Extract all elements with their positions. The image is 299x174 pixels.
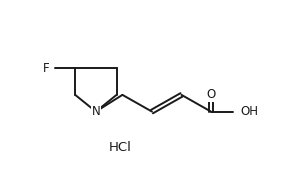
Text: O: O bbox=[206, 88, 216, 101]
Text: N: N bbox=[91, 105, 100, 118]
Text: HCl: HCl bbox=[109, 141, 132, 153]
Text: OH: OH bbox=[240, 105, 259, 118]
Text: F: F bbox=[43, 62, 50, 75]
